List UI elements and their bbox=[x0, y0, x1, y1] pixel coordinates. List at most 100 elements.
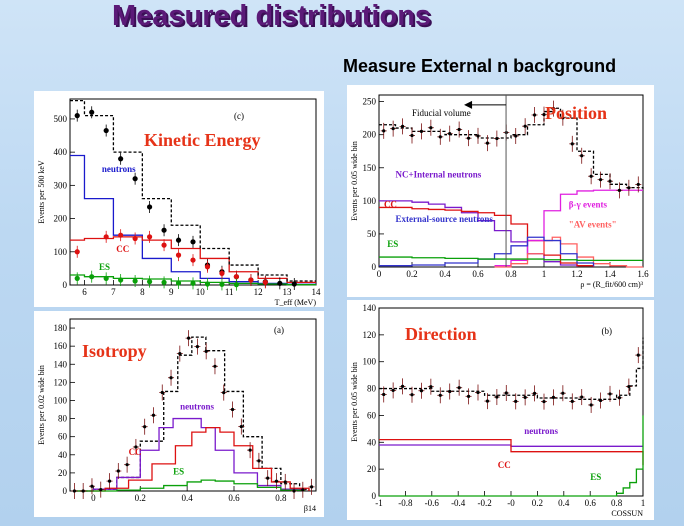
kinetic-energy-panel: 6 7 8 9 10 11 12 13 14 0 100 200 300 400 500 T_eff (MeV… bbox=[34, 91, 324, 307]
x-tick-label: 0.2 bbox=[532, 498, 543, 508]
annotation-label: NC+Internal neutrons bbox=[396, 170, 482, 180]
data-point bbox=[523, 395, 527, 399]
x-tick-label: -0.4 bbox=[451, 498, 466, 508]
data-point bbox=[99, 488, 103, 492]
series-total bbox=[379, 107, 644, 189]
x-tick-label: 0.4 bbox=[439, 269, 451, 279]
annotation-label: CC bbox=[498, 460, 511, 470]
x-tick-label: 7 bbox=[111, 287, 116, 297]
data-point bbox=[103, 127, 109, 134]
data-point bbox=[561, 116, 565, 120]
annotation-label: neutrons bbox=[102, 164, 136, 174]
x-tick-label: 0.6 bbox=[585, 498, 597, 508]
isotropy-panel: 0 0.2 0.4 0.6 0.8 0 20 40 60 80 100 120 140 160 180 β14… bbox=[34, 311, 324, 517]
annotation-label: CC bbox=[129, 447, 142, 457]
data-point bbox=[125, 463, 129, 467]
x-tick-label: 0.4 bbox=[558, 498, 570, 508]
data-point bbox=[222, 391, 226, 395]
data-point bbox=[532, 391, 537, 395]
data-point bbox=[161, 279, 167, 285]
fiducial-arrowhead bbox=[464, 100, 473, 109]
x-axis-label: T_eff (MeV) bbox=[275, 298, 317, 307]
data-point bbox=[175, 252, 182, 258]
data-point bbox=[410, 133, 414, 138]
x-tick-label: 0.4 bbox=[182, 493, 194, 503]
data-point bbox=[248, 448, 252, 452]
data-point bbox=[262, 279, 268, 285]
data-point bbox=[190, 239, 196, 245]
y-tick-label: 140 bbox=[54, 359, 68, 369]
data-point bbox=[400, 124, 405, 128]
y-tick-label: 60 bbox=[367, 410, 377, 420]
data-point bbox=[257, 459, 261, 463]
data-point bbox=[146, 279, 153, 285]
direction-panel: -1 -0.8 -0.6 -0.4 -0.2 -0 0.2 0.4 0.6 0.8 1 0 20 40 60… bbox=[347, 300, 654, 520]
data-point bbox=[161, 242, 167, 248]
data-point bbox=[160, 390, 164, 395]
data-point bbox=[301, 488, 305, 492]
data-point bbox=[617, 188, 622, 192]
x-tick-label: 0.2 bbox=[135, 493, 146, 503]
x-tick-label: 1.6 bbox=[637, 269, 649, 279]
y-tick-label: 60 bbox=[58, 432, 68, 442]
y-tick-label: 250 bbox=[363, 97, 377, 107]
data-point bbox=[161, 227, 167, 233]
x-tick-label: 0.6 bbox=[228, 493, 240, 503]
series-es bbox=[74, 479, 305, 492]
y-axis-label: Events per 0.02 wide bin bbox=[37, 365, 46, 445]
data-point bbox=[195, 345, 199, 349]
x-tick-label: 11 bbox=[225, 287, 234, 297]
x-tick-label: 6 bbox=[82, 287, 87, 297]
panel-label: (b) bbox=[602, 326, 613, 336]
data-point bbox=[570, 142, 574, 146]
data-point bbox=[89, 274, 95, 280]
data-point bbox=[580, 395, 584, 399]
data-point bbox=[248, 277, 254, 283]
data-point bbox=[213, 364, 217, 368]
data-point bbox=[190, 257, 196, 263]
slide-subtitle: Measure External n background bbox=[343, 56, 617, 76]
data-point bbox=[134, 445, 138, 449]
data-point bbox=[476, 390, 480, 395]
data-point bbox=[391, 127, 395, 131]
data-point bbox=[561, 391, 565, 395]
data-point bbox=[103, 275, 109, 281]
data-point bbox=[598, 398, 603, 403]
data-point bbox=[608, 179, 612, 183]
data-point bbox=[74, 113, 80, 119]
y-tick-label: 100 bbox=[54, 247, 68, 257]
data-point bbox=[580, 154, 584, 158]
chart-title: Isotropy bbox=[82, 341, 147, 361]
data-point bbox=[429, 126, 433, 130]
series-es bbox=[70, 274, 316, 286]
data-point bbox=[382, 392, 386, 397]
x-tick-label: -0.2 bbox=[477, 498, 491, 508]
series-es bbox=[379, 256, 643, 262]
data-point bbox=[410, 393, 414, 397]
y-tick-label: 20 bbox=[367, 464, 377, 474]
y-axis-label: Events per 0.05 wide bin bbox=[350, 141, 359, 221]
x-tick-label: 1.4 bbox=[604, 269, 616, 279]
data-point bbox=[146, 204, 153, 210]
chart-title: Direction bbox=[405, 324, 477, 344]
data-point bbox=[175, 237, 182, 243]
y-tick-label: 300 bbox=[54, 180, 68, 190]
data-point bbox=[448, 132, 452, 136]
series-total bbox=[74, 336, 310, 492]
data-point bbox=[438, 393, 442, 397]
y-tick-label: 0 bbox=[372, 491, 377, 501]
x-tick-label: 14 bbox=[312, 287, 322, 297]
data-point bbox=[143, 425, 147, 429]
panel-label: (c) bbox=[234, 111, 244, 121]
slide-title: Measured distributions bbox=[112, 0, 432, 32]
annotation-label: ES bbox=[99, 262, 110, 272]
data-point bbox=[283, 480, 287, 484]
x-tick-label: 0.8 bbox=[611, 498, 623, 508]
x-tick-label: 0.8 bbox=[505, 269, 517, 279]
data-point bbox=[266, 476, 270, 480]
data-point bbox=[589, 403, 593, 407]
data-point bbox=[204, 349, 208, 353]
x-axis-label: ρ = (R_fit/600 cm)³ bbox=[580, 280, 643, 289]
data-point bbox=[277, 280, 283, 286]
data-point bbox=[627, 384, 631, 389]
